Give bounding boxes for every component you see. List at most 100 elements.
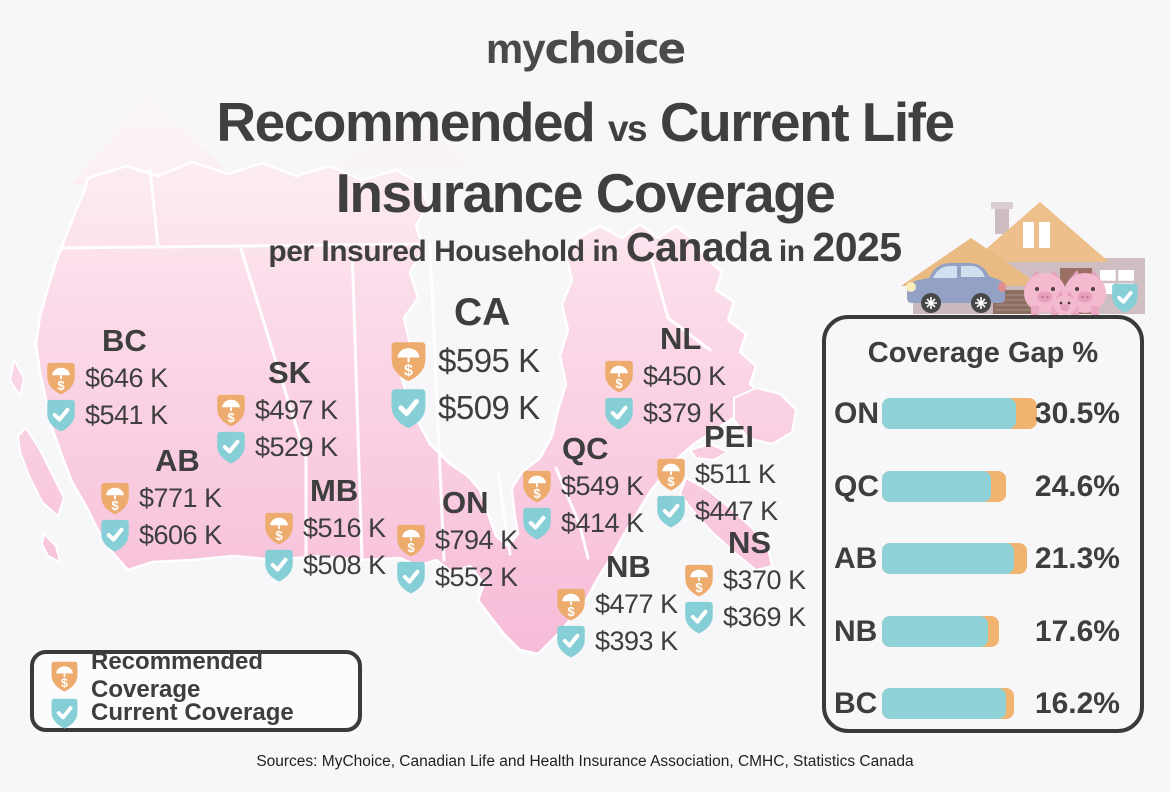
chimney-cap <box>991 202 1013 209</box>
gap-row-value: 30.5% <box>1034 397 1120 430</box>
chimney <box>995 206 1009 234</box>
shield-check-icon <box>50 697 79 730</box>
title-word: Recommended <box>216 91 595 153</box>
current-value: $606 K <box>139 520 222 550</box>
province-code: NS <box>728 525 772 560</box>
coverage-gap-panel: Coverage Gap % ON 30.5% QC 24.6% AB 21.3 <box>822 315 1144 733</box>
current-value: $508 K <box>303 550 386 580</box>
recommended-coverage-icon <box>390 340 427 383</box>
coverage-gap-title: Coverage Gap % <box>867 337 1099 369</box>
current-coverage-icon <box>100 518 130 553</box>
recommended-value: $370 K <box>723 565 806 595</box>
gap-row-value: 17.6% <box>1034 615 1120 648</box>
recommended-coverage-icon <box>216 393 246 428</box>
subtitle-year: 2025 <box>812 224 902 270</box>
brand-logo-choice: choice <box>544 24 686 73</box>
recommended-value: $595 K <box>438 342 540 379</box>
province-marker-ns: NS $370 K $369 K <box>684 526 806 634</box>
garage-door-slats <box>995 294 1037 311</box>
piggy-bank-family-icon <box>1024 270 1106 315</box>
recommended-coverage-icon <box>556 587 586 622</box>
province-code: CA <box>454 291 511 334</box>
province-border-lines <box>58 168 712 562</box>
current-coverage-icon <box>46 398 76 433</box>
recommended-value: $516 K <box>303 513 386 543</box>
current-coverage-icon <box>684 600 714 635</box>
recommended-value: $477 K <box>595 589 678 619</box>
subtitle-canada: Canada <box>625 224 772 270</box>
map-peninsula-nova-scotia <box>679 477 773 571</box>
gap-bar-current <box>882 616 988 647</box>
legend-box: Recommended Coverage Current Coverage <box>30 648 362 732</box>
title-line2: Insurance Coverage <box>335 162 836 224</box>
legend-item-recommended: Recommended Coverage <box>50 648 358 703</box>
map-island-haida-gwaii <box>9 359 25 397</box>
current-coverage-icon <box>390 387 427 430</box>
current-coverage-icon <box>396 560 426 595</box>
province-code: ON <box>442 485 489 520</box>
map-island-small <box>41 533 61 563</box>
map-island-vancouver <box>17 427 65 517</box>
country-marker-ca: CA $595 K $509 K <box>390 292 540 428</box>
recommended-coverage-icon <box>604 359 634 394</box>
recommended-coverage-icon <box>684 563 714 598</box>
map-island-pei <box>689 443 729 461</box>
province-marker-pei: PEI $511 K $447 K <box>656 420 778 528</box>
province-code: BC <box>102 323 147 358</box>
current-value: $552 K <box>435 562 518 592</box>
current-value: $541 K <box>85 400 168 430</box>
province-marker-ab: AB $771 K $606 K <box>100 444 222 552</box>
recommended-coverage-icon <box>100 481 130 516</box>
gap-row-bc: BC 16.2% <box>826 688 1140 719</box>
recommended-coverage-icon <box>656 457 686 492</box>
title-vs: vs <box>607 108 648 149</box>
gap-row-label: BC <box>834 687 878 720</box>
province-marker-nb: NB $477 K $393 K <box>556 550 678 658</box>
page-subtitle: per Insured Household in Canada in 2025 <box>0 224 1170 271</box>
gap-row-nb: NB 17.6% <box>826 616 1140 647</box>
legend-item-current: Current Coverage <box>50 698 358 728</box>
gap-row-ab: AB 21.3% <box>826 543 1140 574</box>
recommended-coverage-icon <box>46 361 76 396</box>
recommended-value: $794 K <box>435 525 518 555</box>
province-code: SK <box>268 355 312 390</box>
gap-row-value: 24.6% <box>1034 470 1120 503</box>
province-code: AB <box>155 443 200 478</box>
gap-bar-current <box>882 543 1014 574</box>
current-coverage-icon <box>522 506 552 541</box>
gap-bar-current <box>882 398 1016 429</box>
gap-row-value: 21.3% <box>1034 542 1120 575</box>
gap-bar-current <box>882 471 991 502</box>
current-coverage-icon <box>656 494 686 529</box>
province-marker-bc: BC $646 K $541 K <box>46 324 168 432</box>
subtitle-in: in <box>778 235 805 268</box>
recommended-coverage-icon <box>522 469 552 504</box>
brand-logo: mychoice <box>0 24 1170 73</box>
legend-label: Recommended Coverage <box>91 648 264 703</box>
current-value: $379 K <box>643 398 726 428</box>
page-title: Recommended vs Current Life Insurance Co… <box>0 90 1170 225</box>
car-icon <box>906 263 1006 313</box>
recommended-coverage-icon <box>264 511 294 546</box>
current-value: $529 K <box>255 432 338 462</box>
current-value: $509 K <box>438 389 540 426</box>
province-marker-sk: SK $497 K $529 K <box>216 356 338 464</box>
recommended-coverage-icon <box>396 523 426 558</box>
province-code: QC <box>562 431 609 466</box>
gable-window <box>1039 222 1050 248</box>
map-arctic-fragment <box>330 120 470 170</box>
gable-window <box>1023 222 1034 248</box>
current-coverage-icon <box>604 396 634 431</box>
map-island-newfoundland <box>733 387 797 445</box>
gap-row-label: AB <box>834 542 878 575</box>
gap-row-value: 16.2% <box>1034 687 1120 720</box>
province-code: NL <box>660 321 702 356</box>
sources-text: Sources: MyChoice, Canadian Life and Hea… <box>256 753 914 770</box>
legend-label: Current Coverage <box>91 699 294 726</box>
gap-bar-current <box>882 688 1006 719</box>
gap-row-label: QC <box>834 470 879 503</box>
gap-row-qc: QC 24.6% <box>826 471 1140 502</box>
title-word: Current Life <box>659 91 955 153</box>
recommended-value: $511 K <box>695 459 776 489</box>
